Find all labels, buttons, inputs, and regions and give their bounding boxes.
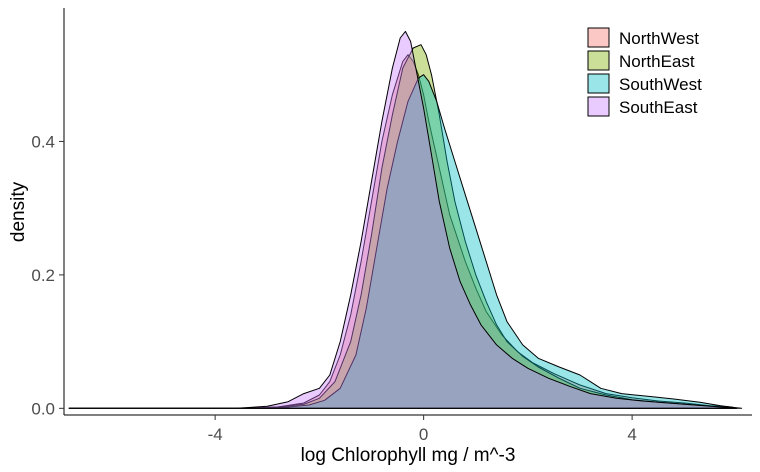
legend-label-southwest: SouthWest: [619, 75, 702, 94]
density-area-southeast: [68, 30, 737, 409]
y-tick-label: 0.2: [31, 266, 55, 285]
density-curves: [68, 30, 743, 409]
y-tick-label: 0.0: [31, 399, 55, 418]
x-axis-ticks: -4 0 4: [208, 415, 637, 444]
legend-key-northeast: [587, 50, 610, 71]
x-axis-title: log Chlorophyll mg / m^-3: [301, 445, 516, 466]
legend-key-southwest: [587, 73, 610, 94]
legend-key-northwest: [587, 27, 610, 48]
density-area-northwest: [68, 54, 737, 409]
x-tick-label: -4: [208, 425, 223, 444]
x-tick-label: 4: [627, 425, 636, 444]
y-tick-label: 0.4: [31, 132, 55, 151]
legend: NorthWest NorthEast SouthWest SouthEast: [587, 27, 702, 117]
density-area-southwest: [68, 74, 743, 409]
x-tick-label: 0: [419, 425, 428, 444]
y-axis-title: density: [8, 181, 29, 242]
legend-label-southeast: SouthEast: [619, 98, 698, 117]
legend-label-northeast: NorthEast: [619, 52, 695, 71]
legend-label-northwest: NorthWest: [619, 29, 699, 48]
y-axis-ticks: 0.0 0.2 0.4: [31, 132, 64, 418]
legend-key-southeast: [587, 96, 610, 117]
